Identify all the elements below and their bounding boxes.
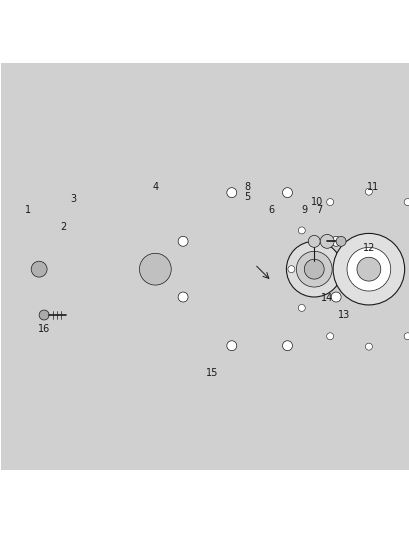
Circle shape	[241, 251, 277, 287]
Text: 15: 15	[206, 368, 218, 378]
Circle shape	[286, 241, 341, 297]
Circle shape	[284, 185, 409, 353]
Circle shape	[51, 165, 259, 374]
Circle shape	[178, 292, 188, 302]
Circle shape	[211, 299, 222, 311]
Circle shape	[335, 237, 345, 246]
Circle shape	[282, 341, 292, 351]
Circle shape	[18, 197, 163, 342]
Circle shape	[87, 228, 99, 239]
Circle shape	[308, 236, 319, 247]
Text: 2: 2	[60, 222, 66, 232]
Circle shape	[356, 257, 380, 281]
Circle shape	[226, 188, 236, 198]
Text: 7: 7	[315, 205, 321, 215]
Text: 1: 1	[25, 205, 31, 215]
Circle shape	[244, 227, 250, 232]
Text: 8: 8	[244, 182, 250, 192]
Text: 9: 9	[301, 205, 307, 215]
Text: 12: 12	[362, 243, 374, 253]
Circle shape	[287, 265, 294, 273]
Circle shape	[224, 220, 324, 319]
Circle shape	[31, 261, 47, 277]
Circle shape	[298, 304, 305, 311]
Circle shape	[226, 341, 236, 351]
Circle shape	[224, 235, 294, 304]
Circle shape	[403, 333, 409, 340]
Circle shape	[127, 241, 183, 297]
Text: 5: 5	[244, 191, 250, 201]
Circle shape	[239, 235, 308, 304]
Circle shape	[149, 335, 161, 346]
Text: 11: 11	[366, 182, 378, 192]
Circle shape	[303, 259, 324, 279]
Circle shape	[39, 310, 49, 320]
Circle shape	[364, 188, 371, 195]
Text: 8351  1400: 8351 1400	[33, 80, 106, 93]
Circle shape	[326, 199, 333, 206]
Circle shape	[87, 299, 99, 311]
Circle shape	[82, 260, 99, 278]
Text: 13: 13	[337, 310, 349, 320]
Circle shape	[346, 247, 390, 291]
Circle shape	[178, 236, 188, 246]
Circle shape	[139, 253, 171, 285]
Text: 10: 10	[310, 197, 323, 207]
Circle shape	[149, 192, 161, 204]
Circle shape	[330, 292, 340, 302]
Circle shape	[160, 170, 358, 368]
Circle shape	[211, 228, 222, 239]
Circle shape	[262, 257, 286, 281]
Circle shape	[312, 262, 326, 276]
Text: 4: 4	[152, 182, 158, 192]
Circle shape	[364, 343, 371, 350]
Circle shape	[96, 209, 214, 329]
Circle shape	[403, 199, 409, 206]
Circle shape	[319, 235, 333, 248]
Text: 16: 16	[38, 324, 50, 334]
Circle shape	[287, 237, 350, 301]
Text: 3: 3	[70, 194, 76, 204]
Ellipse shape	[30, 254, 48, 284]
Text: 14: 14	[320, 293, 333, 303]
Circle shape	[298, 227, 305, 234]
Circle shape	[330, 236, 340, 246]
Circle shape	[326, 333, 333, 340]
Text: 6: 6	[268, 205, 274, 215]
Circle shape	[282, 188, 292, 198]
Circle shape	[333, 233, 404, 305]
Circle shape	[303, 253, 334, 285]
Circle shape	[75, 253, 106, 285]
Circle shape	[238, 221, 256, 238]
Circle shape	[296, 251, 331, 287]
